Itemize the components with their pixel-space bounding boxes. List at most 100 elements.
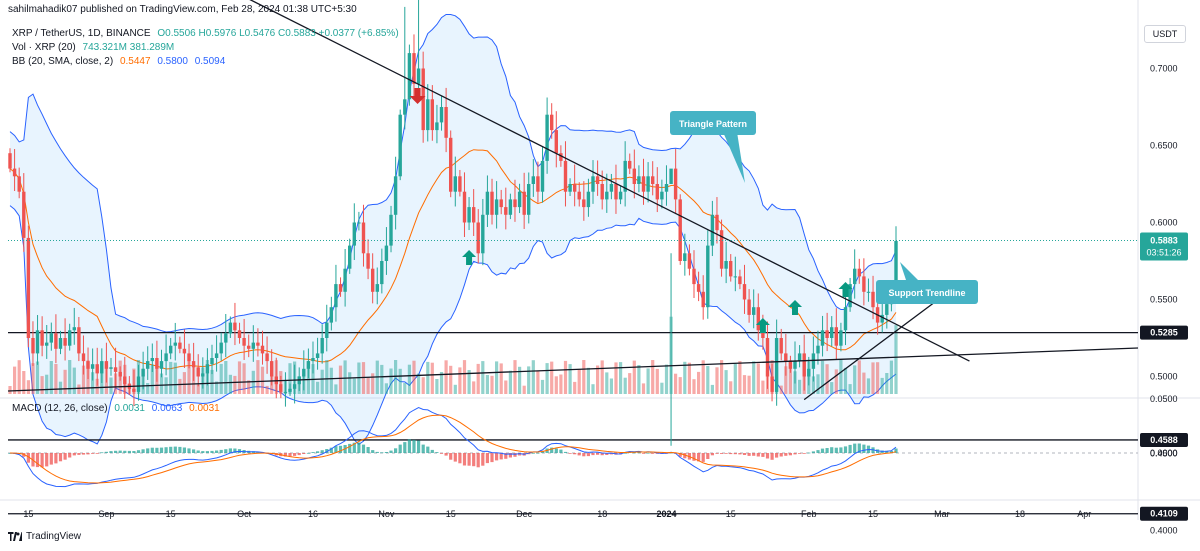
volume-bar bbox=[215, 381, 219, 394]
candle-body bbox=[444, 107, 448, 138]
symbol-title: XRP / TetherUS, 1D, BINANCE bbox=[12, 28, 151, 39]
volume-bar bbox=[720, 360, 724, 394]
macd-histogram-bar bbox=[793, 453, 797, 455]
volume-bar bbox=[522, 385, 526, 394]
volume-bar bbox=[398, 368, 402, 394]
volume-bar bbox=[389, 368, 393, 394]
bb-legend[interactable]: BB (20, SMA, close, 2) 0.5447 0.5800 0.5… bbox=[12, 56, 229, 67]
volume-bar bbox=[596, 365, 600, 394]
candle-body bbox=[237, 330, 242, 338]
macd-label: MACD (12, 26, close) bbox=[12, 403, 108, 414]
macd-histogram-bar bbox=[40, 453, 44, 468]
volume-bar bbox=[637, 365, 641, 394]
volume-bar bbox=[568, 364, 572, 394]
macd-histogram-bar bbox=[104, 451, 108, 453]
macd-signal-value: 0.0031 bbox=[189, 403, 220, 414]
macd-histogram-bar bbox=[54, 453, 58, 464]
macd-histogram-bar bbox=[485, 453, 489, 464]
volume-bar bbox=[540, 379, 545, 394]
candle-body bbox=[95, 364, 99, 374]
candle-body bbox=[169, 345, 173, 354]
macd-legend[interactable]: MACD (12, 26, close) 0.0031 0.0063 0.003… bbox=[12, 403, 224, 414]
candle-body bbox=[517, 191, 522, 208]
volume-legend[interactable]: Vol · XRP (20) 743.321M 381.289M bbox=[12, 42, 178, 53]
macd-histogram-bar bbox=[788, 453, 792, 456]
candle-body bbox=[68, 330, 72, 346]
volume-bar bbox=[674, 373, 678, 394]
volume-bar bbox=[54, 364, 58, 394]
macd-histogram-bar bbox=[738, 453, 742, 455]
volume-bar bbox=[352, 378, 356, 394]
volume-bar bbox=[182, 372, 186, 394]
candle-body bbox=[485, 191, 490, 215]
volume-bar bbox=[582, 360, 586, 394]
candle-body bbox=[687, 253, 692, 269]
candle-body bbox=[646, 176, 650, 192]
y-axis-tick-label: 0.4500 bbox=[1150, 449, 1178, 459]
macd-histogram-bar bbox=[233, 448, 237, 453]
symbol-legend[interactable]: XRP / TetherUS, 1D, BINANCE O0.5506 H0.5… bbox=[12, 28, 403, 39]
macd-histogram-bar bbox=[857, 443, 861, 453]
macd-histogram-bar bbox=[825, 448, 829, 453]
macd-histogram-bar bbox=[495, 453, 499, 461]
up-arrow-icon-shape bbox=[462, 250, 477, 265]
candle-body bbox=[343, 268, 347, 292]
macd-histogram-bar bbox=[765, 453, 770, 459]
volume-bar bbox=[876, 362, 880, 394]
macd-axis-tick-label: 0.0000 bbox=[1150, 448, 1178, 458]
volume-bar bbox=[224, 361, 228, 394]
candle-body bbox=[499, 199, 503, 208]
macd-histogram-bar bbox=[779, 453, 783, 457]
volume-bar bbox=[687, 362, 691, 394]
volume-bar bbox=[380, 364, 384, 394]
macd-histogram-bar bbox=[123, 450, 127, 453]
candle-body bbox=[242, 338, 246, 346]
macd-histogram-bar bbox=[889, 450, 893, 453]
macd-histogram-bar bbox=[729, 453, 733, 455]
candle-body bbox=[136, 376, 141, 392]
macd-histogram-bar bbox=[752, 453, 756, 456]
volume-bar bbox=[412, 360, 416, 394]
candle-body bbox=[389, 214, 393, 246]
last-price-tag-bg bbox=[1140, 232, 1188, 261]
macd-histogram-bar bbox=[210, 450, 214, 453]
long-term-trendline bbox=[7, 347, 1139, 392]
candle-body bbox=[329, 307, 333, 323]
macd-axis-tick-label: 0.0500 bbox=[1150, 394, 1178, 404]
candle-body bbox=[150, 358, 154, 362]
macd-histogram-bar bbox=[205, 451, 209, 453]
volume-bar bbox=[81, 365, 86, 394]
macd-histogram-bar bbox=[724, 453, 728, 454]
macd-histogram-bar bbox=[311, 452, 315, 453]
macd-histogram-bar bbox=[554, 448, 558, 453]
macd-histogram-bar bbox=[559, 449, 563, 453]
macd-histogram-bar bbox=[150, 447, 154, 453]
volume-bar bbox=[458, 367, 462, 394]
volume-bar bbox=[430, 362, 434, 394]
volume-bar bbox=[77, 384, 81, 394]
candle-body bbox=[573, 184, 577, 192]
currency-button[interactable]: USDT bbox=[1144, 25, 1186, 43]
macd-histogram-bar bbox=[196, 450, 200, 453]
up-arrow-icon-shape bbox=[838, 282, 853, 297]
macd-histogram-bar bbox=[187, 448, 191, 453]
volume-bar bbox=[265, 385, 269, 394]
volume-bar bbox=[247, 380, 251, 394]
macd-histogram-bar bbox=[325, 449, 329, 453]
macd-line bbox=[9, 406, 897, 488]
volume-bar bbox=[159, 373, 164, 394]
macd-histogram-bar bbox=[201, 451, 205, 453]
volume-bar bbox=[444, 360, 448, 394]
macd-line-value: 0.0063 bbox=[151, 403, 183, 414]
candle-body bbox=[141, 368, 145, 377]
candle-body bbox=[628, 160, 632, 169]
macd-histogram-bar bbox=[72, 453, 76, 456]
volume-bar bbox=[651, 360, 655, 394]
candle-body bbox=[696, 284, 701, 292]
volume-bar bbox=[853, 365, 857, 394]
last-price-tag: 0.5883 bbox=[1150, 236, 1178, 246]
macd-histogram-bar bbox=[536, 452, 540, 454]
volume-bar bbox=[848, 384, 852, 394]
candle-body bbox=[632, 168, 636, 184]
